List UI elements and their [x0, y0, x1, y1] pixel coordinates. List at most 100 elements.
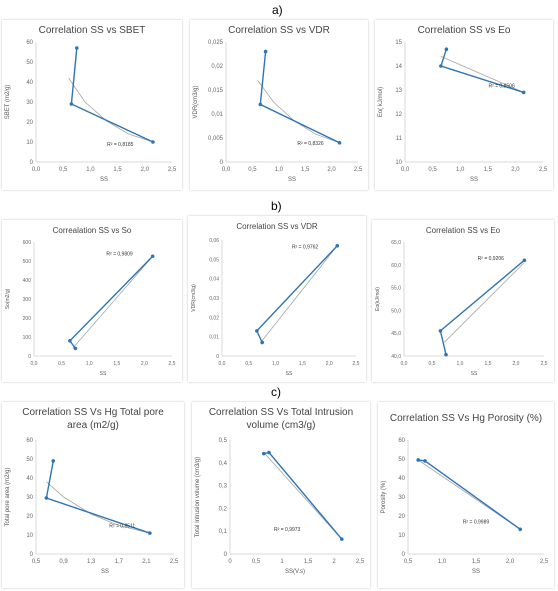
y-tick-label: 0,3	[219, 484, 228, 490]
y-tick-label: 0,02	[209, 315, 219, 321]
x-tick-label: 2,5	[354, 167, 363, 173]
r-squared-label: R² = 0,9809	[106, 251, 132, 257]
series-line	[439, 259, 525, 355]
series-line	[70, 47, 154, 143]
x-tick-label: 1,0	[86, 361, 93, 367]
chart-panel-5: Correlation SS vs VDR 0,0 0,5 1,0 1,5 2,0 2,5 0…	[188, 216, 366, 382]
data-point	[416, 458, 420, 462]
x-tick-label: 0,0	[219, 361, 226, 367]
x-tick-label: 2,5	[541, 361, 548, 367]
y-tick-label: 0,05	[209, 257, 219, 263]
chart-svg: Correlation SS vs VDR 0,0 0,5 1,0 1,5 2,0 2,5 0…	[191, 222, 360, 377]
r-squared-label: R² = 0,9206	[478, 256, 504, 262]
chart-panel-7: Correlation SS Vs Hg Total pore area (m2/…	[2, 402, 184, 588]
y-axis-label: Eo( kJ/mol)	[378, 87, 384, 117]
x-tick-label: 0,5	[252, 559, 261, 565]
x-tick-label: 0,5	[58, 361, 65, 367]
chart-panel-2: Correlation SS vs VDR 0,0 0,5 1,0 1,5 2,0 2,5 0…	[190, 20, 368, 190]
y-axis-label: SBET (m2/g)	[5, 85, 11, 120]
x-tick-label: 0,5	[404, 559, 413, 565]
x-tick-label: 1,0	[86, 167, 95, 173]
x-tick-label: 1,5	[299, 361, 306, 367]
y-axis-label: VDR(cm3/g)	[193, 85, 199, 118]
r-squared-label: R² = 0,9762	[292, 245, 318, 251]
x-tick-label: 0,5	[248, 167, 257, 173]
series-line	[255, 245, 338, 343]
data-point	[68, 339, 72, 343]
x-axis-label: SS	[101, 569, 109, 575]
data-point	[151, 140, 155, 144]
chart-title: Correlation SS vs Eo	[426, 226, 501, 235]
x-axis-label: SS	[470, 177, 478, 183]
r-squared-label: R² = 0,8506	[488, 84, 514, 90]
y-axis-label: So(m2/g)	[5, 288, 11, 309]
r-squared-label: R² = 0,8185	[107, 142, 133, 148]
y-tick-label: 10	[398, 533, 405, 539]
x-tick-label: 0,5	[429, 361, 436, 367]
y-tick-label: 0	[402, 552, 406, 558]
x-tick-label: 2,0	[327, 167, 336, 173]
data-point	[337, 141, 342, 145]
x-tick-label: 2,5	[169, 361, 176, 367]
data-point	[423, 459, 427, 463]
chart-title: volume (cm3/g)	[247, 420, 316, 431]
y-tick-label: 0	[220, 160, 224, 166]
y-tick-label: 30	[398, 495, 405, 501]
chart-svg: Correlation SS Vs Hg Total pore area (m2/…	[5, 407, 179, 575]
data-point	[150, 254, 155, 259]
x-tick-label: 2,5	[353, 361, 360, 367]
y-tick-label: 400	[23, 278, 32, 284]
trendline	[444, 262, 525, 343]
data-point	[69, 102, 74, 106]
y-tick-label: 14	[395, 64, 402, 70]
y-tick-label: 0	[224, 552, 228, 558]
data-point	[438, 329, 443, 333]
y-tick-label: 10	[26, 140, 33, 146]
x-axis-label: SS	[471, 371, 478, 377]
x-axis-label: SS	[286, 371, 293, 377]
y-axis-label: Eo(kJ/mol)	[375, 287, 381, 311]
x-tick-label: 2,0	[511, 167, 520, 173]
x-tick-label: 2,0	[506, 559, 515, 565]
y-tick-label: 13	[395, 88, 402, 94]
y-tick-label: 300	[23, 297, 32, 303]
trendline	[46, 481, 150, 534]
x-tick-label: 1,0	[275, 167, 284, 173]
x-tick-label: 0,0	[31, 361, 38, 367]
chart-panel-1: Correlation SS vs SBET 0,0 0,5 1,0 1,5 2,0 2,5…	[2, 20, 182, 190]
data-point	[340, 537, 344, 541]
y-tick-label: 60	[26, 40, 33, 46]
data-point	[262, 451, 266, 456]
y-tick-label: 20	[26, 120, 33, 126]
data-point	[444, 352, 448, 357]
data-point	[522, 258, 527, 263]
chart-svg: Correlation SS vs SBET 0,0 0,5 1,0 1,5 2,0 2,5…	[5, 25, 177, 183]
x-axis-label: SS(V.s)	[285, 569, 305, 575]
chart-svg: Correlation SS vs VDR 0,0 0,5 1,0 1,5 2,0 2,5 0…	[193, 25, 363, 183]
trendline	[440, 56, 524, 93]
x-tick-label: 2,0	[141, 361, 148, 367]
y-tick-label: 0,04	[209, 277, 219, 283]
x-axis-label: SS	[288, 177, 296, 183]
x-tick-label: 0,0	[222, 167, 231, 173]
x-tick-label: 1,5	[485, 361, 492, 367]
y-tick-label: 45,0	[391, 331, 401, 337]
y-tick-label: 0,01	[211, 112, 223, 118]
x-tick-label: 0	[228, 559, 232, 565]
trendline	[68, 77, 154, 143]
chart-panel-9: Correlation SS Vs Hg Porosity (%) 0,5 1,0 1…	[378, 402, 554, 588]
r-squared-label: R² = 0,9973	[274, 527, 300, 533]
chart-svg: Correlation SS Vs Total Intrusion volume …	[195, 407, 365, 575]
chart-svg: Correlation SS Vs Hg Porosity (%) 0,5 1,0 1…	[381, 413, 549, 575]
y-tick-label: 50,0	[391, 308, 401, 314]
x-tick-label: 1,0	[457, 361, 464, 367]
r-squared-label: R² = 0,9989	[463, 520, 489, 526]
x-tick-label: 2,0	[513, 361, 520, 367]
y-tick-label: 40	[26, 80, 33, 86]
y-tick-label: 0,2	[219, 506, 228, 512]
y-tick-label: 0,005	[208, 136, 224, 142]
x-tick-label: 1,0	[438, 559, 447, 565]
chart-title: Correlation SS vs VDR	[236, 222, 318, 231]
trendline	[260, 245, 338, 343]
y-tick-label: 40	[26, 476, 33, 482]
